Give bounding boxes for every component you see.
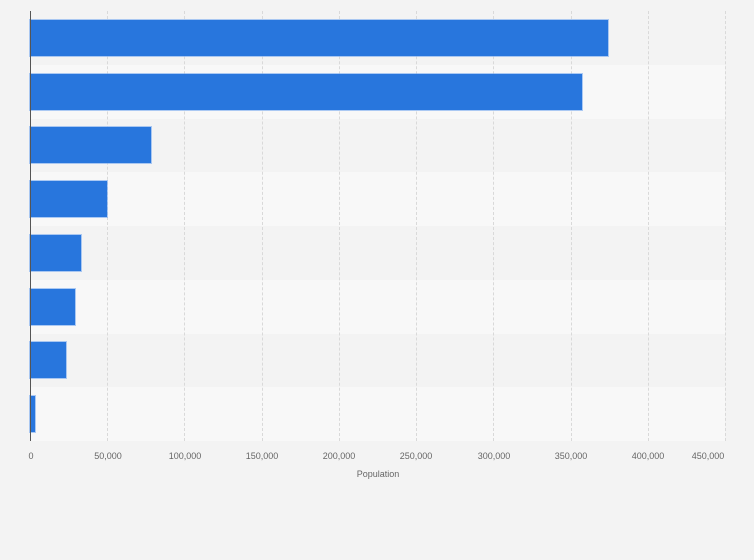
bar[interactable] — [30, 127, 151, 164]
x-tick: 0 — [28, 451, 34, 461]
gridline — [647, 11, 649, 441]
row-band — [30, 279, 725, 334]
bar[interactable] — [30, 73, 583, 110]
row-band — [30, 172, 725, 226]
row-band — [30, 226, 725, 280]
bar[interactable] — [30, 396, 35, 433]
bar[interactable] — [30, 342, 66, 379]
gridline — [416, 11, 418, 441]
gridline — [725, 11, 726, 441]
x-tick: 450,000 — [691, 451, 725, 461]
gridline — [261, 11, 263, 441]
bar[interactable] — [30, 234, 81, 271]
x-tick: 250,000 — [399, 451, 433, 461]
row-band — [30, 333, 725, 388]
row-band — [30, 387, 725, 441]
gridline — [493, 11, 495, 441]
plot-area — [30, 11, 726, 441]
x-axis-label: Population — [356, 469, 400, 479]
gridline — [338, 11, 340, 441]
x-tick: 150,000 — [245, 451, 279, 461]
x-tick: 350,000 — [554, 451, 588, 461]
bar[interactable] — [30, 19, 609, 56]
x-tick: 300,000 — [477, 451, 511, 461]
bar[interactable] — [30, 181, 107, 218]
x-tick: 50,000 — [94, 451, 122, 461]
gridline — [570, 11, 572, 441]
y-axis-line — [30, 11, 31, 441]
x-tick: 400,000 — [631, 451, 665, 461]
x-tick: 100,000 — [168, 451, 202, 461]
bar[interactable] — [30, 288, 75, 325]
gridline — [107, 11, 109, 441]
x-tick: 200,000 — [322, 451, 356, 461]
gridline — [184, 11, 186, 441]
